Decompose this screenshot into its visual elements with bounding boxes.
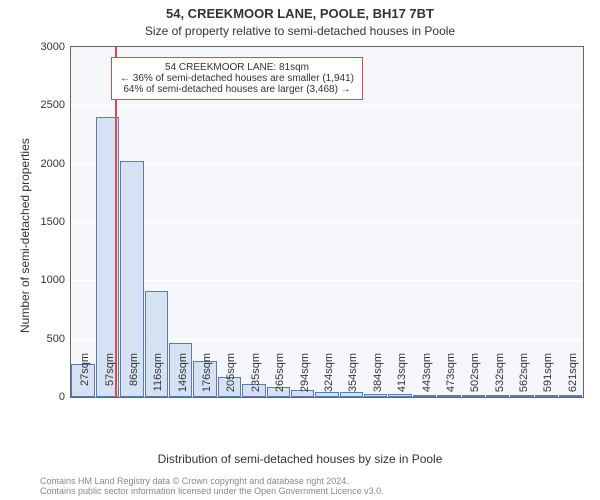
x-tick: 86sqm	[128, 353, 140, 403]
x-tick: 294sqm	[299, 353, 311, 403]
x-tick: 205sqm	[225, 353, 237, 403]
y-tick: 1500	[41, 216, 71, 228]
x-tick: 235sqm	[250, 353, 262, 403]
gridline	[71, 222, 583, 223]
y-tick: 2000	[41, 158, 71, 170]
x-tick: 562sqm	[518, 353, 530, 403]
y-tick: 500	[47, 333, 71, 345]
x-tick: 265sqm	[274, 353, 286, 403]
chart-title: 54, CREEKMOOR LANE, POOLE, BH17 7BT	[0, 6, 600, 21]
y-tick: 3000	[41, 41, 71, 53]
x-tick: 57sqm	[104, 353, 116, 403]
footer: Contains HM Land Registry data © Crown c…	[0, 476, 600, 496]
gridline	[71, 105, 583, 106]
x-tick: 176sqm	[201, 353, 213, 403]
x-tick: 621sqm	[567, 353, 579, 403]
x-tick: 413sqm	[396, 353, 408, 403]
x-tick: 591sqm	[542, 353, 554, 403]
x-tick: 324sqm	[323, 353, 335, 403]
annotation-line1: 54 CREEKMOOR LANE: 81sqm	[120, 62, 354, 73]
x-tick: 502sqm	[469, 353, 481, 403]
plot-area: 54 CREEKMOOR LANE: 81sqm ← 36% of semi-d…	[70, 46, 584, 398]
annotation-line2: ← 36% of semi-detached houses are smalle…	[120, 73, 354, 84]
x-tick: 384sqm	[372, 353, 384, 403]
gridline	[71, 280, 583, 281]
x-tick: 443sqm	[421, 353, 433, 403]
y-tick: 1000	[41, 274, 71, 286]
x-tick: 116sqm	[152, 353, 164, 403]
y-tick: 0	[59, 391, 71, 403]
y-axis-label: Number of semi-detached properties	[18, 138, 32, 333]
chart-subtitle: Size of property relative to semi-detach…	[0, 24, 600, 38]
footer-line2: Contains public sector information licen…	[0, 486, 600, 496]
annotation-box: 54 CREEKMOOR LANE: 81sqm ← 36% of semi-d…	[111, 57, 363, 100]
x-tick: 532sqm	[494, 353, 506, 403]
gridline	[71, 164, 583, 165]
x-tick: 473sqm	[445, 353, 457, 403]
x-tick: 146sqm	[177, 353, 189, 403]
x-axis-label: Distribution of semi-detached houses by …	[0, 452, 600, 466]
x-tick: 27sqm	[79, 353, 91, 403]
chart-container: 54, CREEKMOOR LANE, POOLE, BH17 7BT Size…	[0, 0, 600, 500]
y-tick: 2500	[41, 99, 71, 111]
footer-line1: Contains HM Land Registry data © Crown c…	[0, 476, 600, 486]
x-tick: 354sqm	[347, 353, 359, 403]
annotation-line3: 64% of semi-detached houses are larger (…	[120, 84, 354, 95]
